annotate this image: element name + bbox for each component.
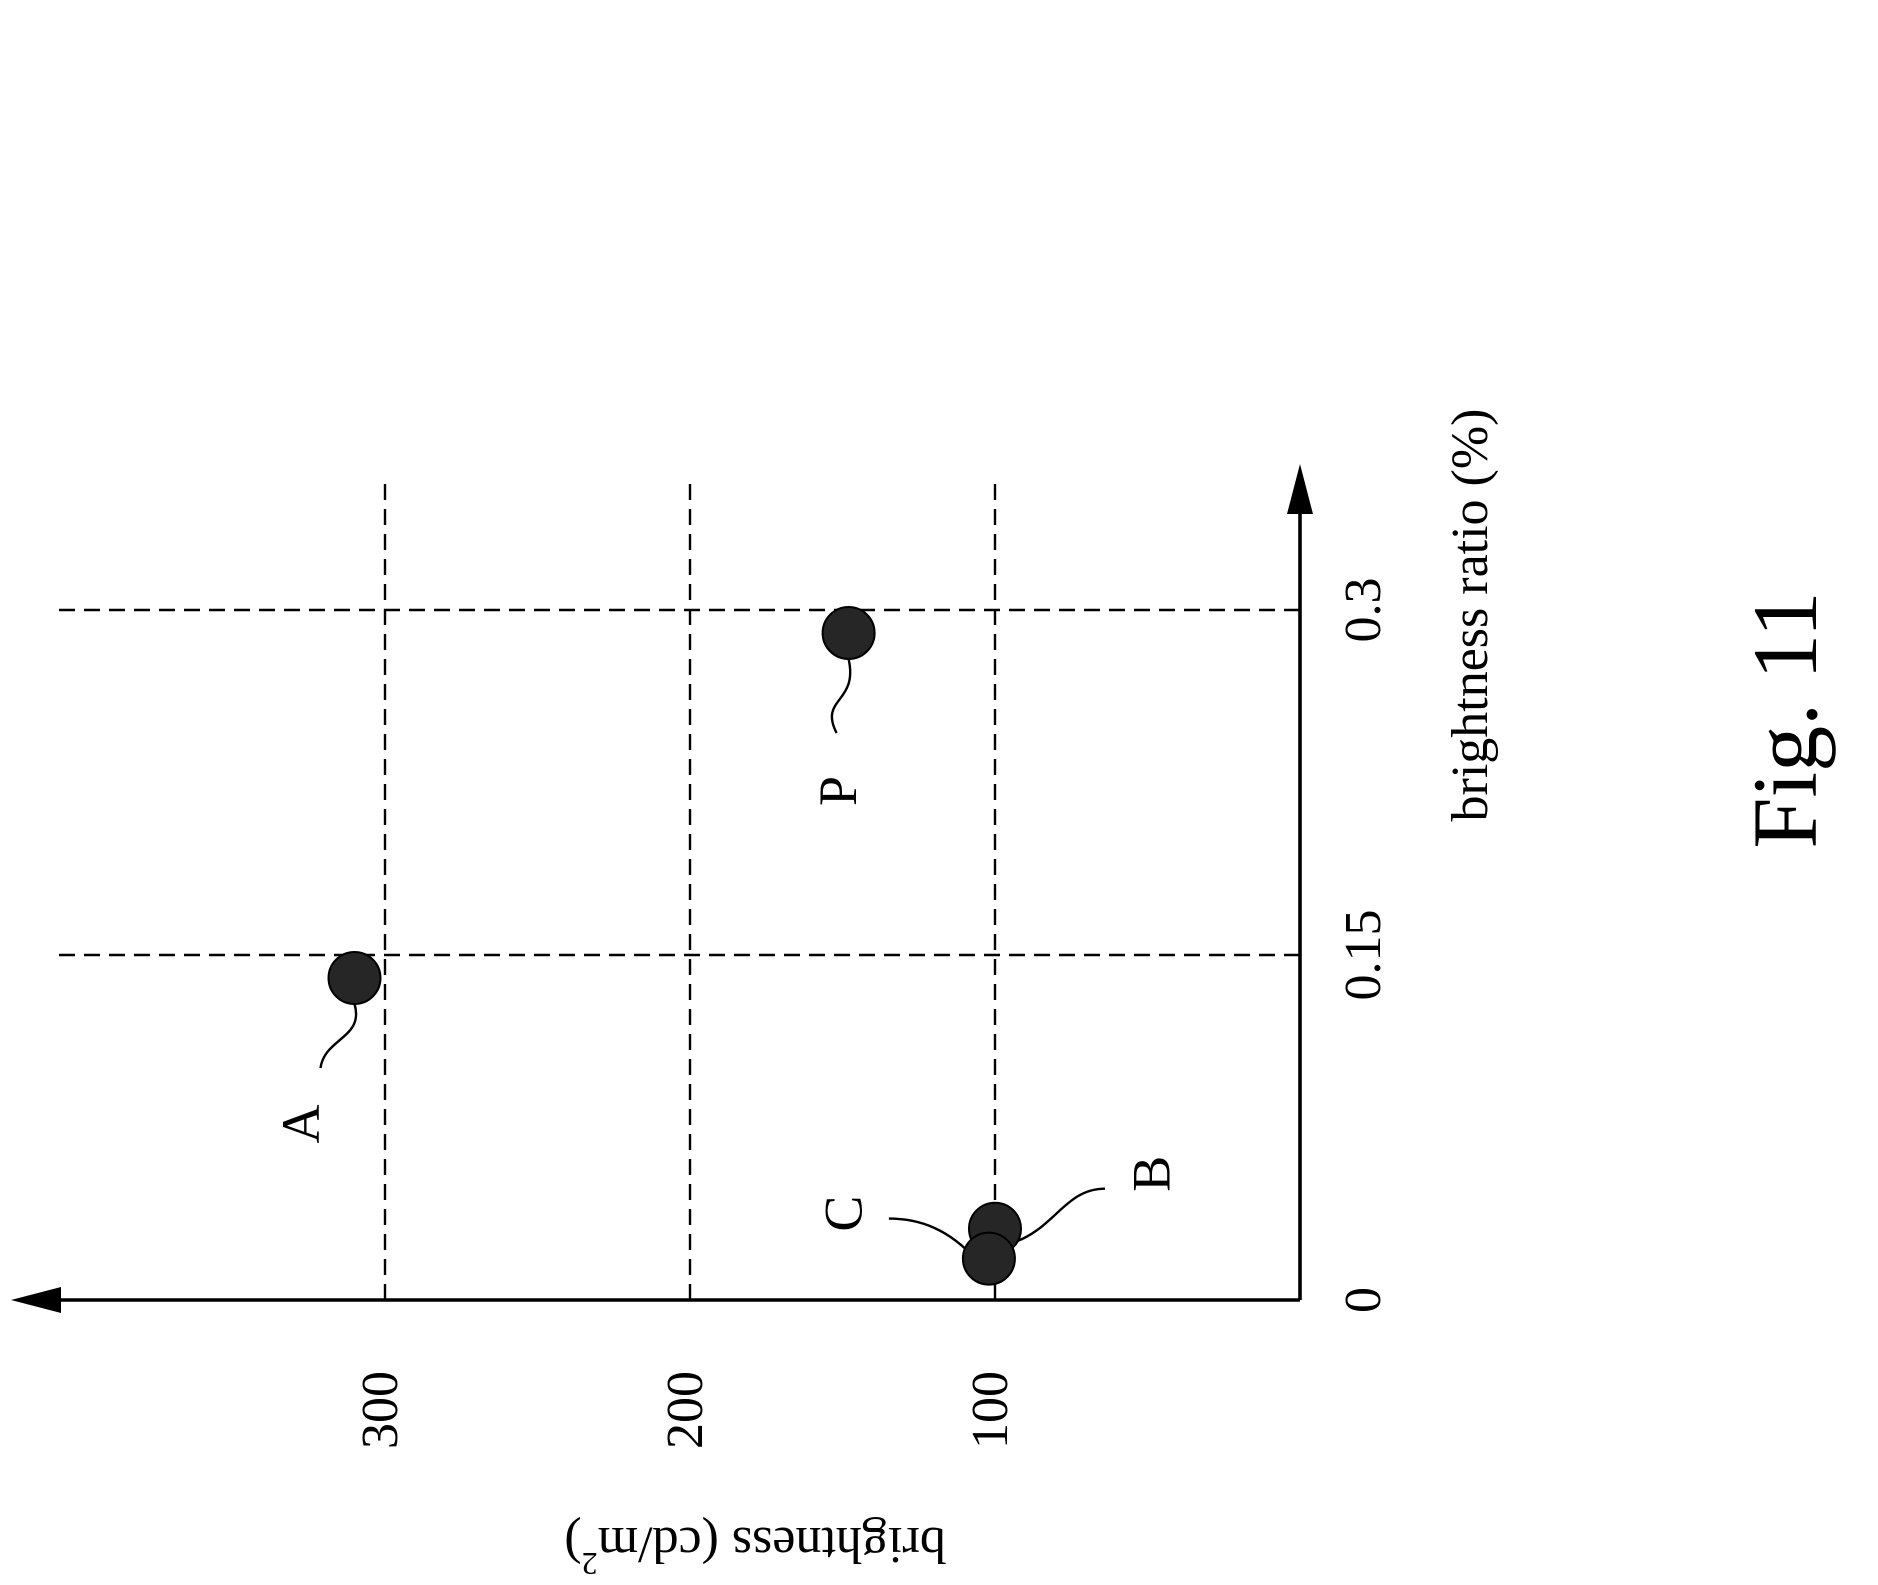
leader-line (319, 1003, 358, 1069)
y-axis-label-close: ) (564, 1516, 581, 1573)
axis-layer (11, 464, 1313, 1313)
y-axis-arrow-icon (11, 1287, 61, 1313)
y-axis-label: brightness (cd/m2) (564, 1516, 945, 1580)
point-label: C (813, 1196, 873, 1232)
leader-line (830, 658, 852, 734)
point-label: B (1121, 1156, 1181, 1192)
point-label: P (808, 776, 868, 806)
leader-line (1012, 1187, 1106, 1244)
data-point (961, 1231, 1016, 1286)
data-point (327, 951, 382, 1005)
y-tick-label: 300 (352, 1371, 409, 1449)
y-tick-label: 200 (657, 1371, 714, 1449)
y-axis-label-main: brightness (cd/m (598, 1516, 946, 1573)
x-tick-label: 0.15 (1335, 910, 1392, 1001)
figure-caption: Fig. 11 (1734, 591, 1836, 848)
y-tick-label: 100 (962, 1371, 1019, 1449)
point-label: A (271, 1105, 331, 1144)
x-tick-label: 0.3 (1335, 578, 1392, 643)
x-axis-arrow-icon (1287, 464, 1313, 514)
x-axis-label: brightness ratio (%) (1442, 408, 1499, 821)
tick-labels: 0 0.15 0.3 100 200 300 (352, 578, 1392, 1450)
data-points: A P B C (271, 606, 1181, 1286)
y-axis-label-superscript: 2 (582, 1546, 598, 1580)
grid-layer (54, 482, 1300, 1300)
x-tick-label: 0 (1335, 1287, 1392, 1313)
data-point (821, 606, 876, 660)
